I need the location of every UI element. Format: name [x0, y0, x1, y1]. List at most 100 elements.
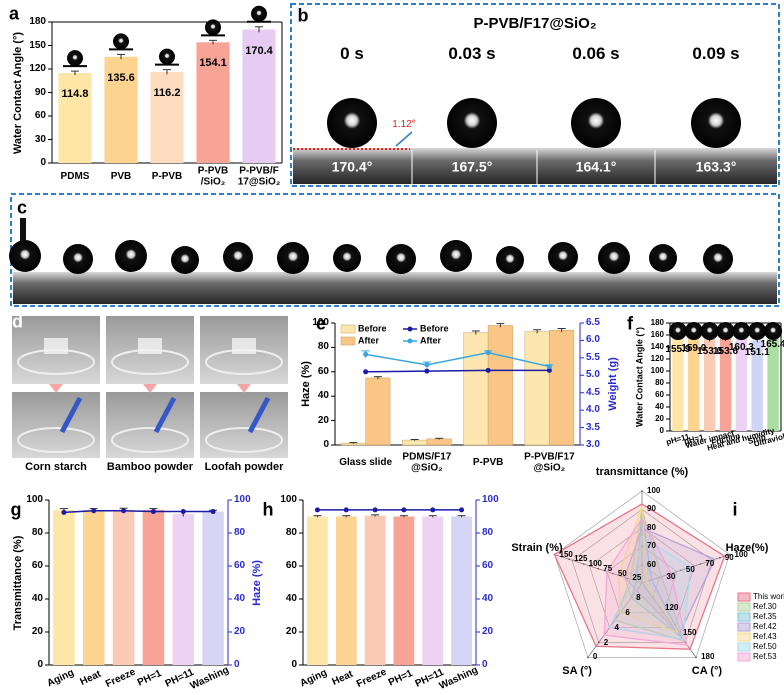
droplet-icon [668, 322, 687, 340]
droplet [496, 246, 524, 274]
legend-swatch [737, 632, 751, 642]
bar [703, 339, 716, 431]
point [363, 351, 369, 357]
radar-area [603, 517, 688, 646]
bar [202, 511, 224, 665]
dish [205, 427, 283, 453]
bar [402, 439, 428, 446]
pipette [59, 396, 83, 434]
bar [172, 514, 194, 665]
bar [53, 509, 75, 665]
droplet [691, 98, 741, 148]
tick [587, 656, 589, 659]
droplet-icon [251, 5, 267, 22]
tick [728, 553, 731, 556]
tick [568, 558, 570, 561]
bar [549, 330, 575, 446]
point [424, 362, 430, 368]
bar [487, 325, 513, 446]
radar-grid [606, 545, 678, 614]
bar [58, 73, 92, 163]
bar [83, 509, 105, 665]
bar [688, 335, 700, 431]
bar [524, 331, 550, 446]
pipette [153, 396, 177, 434]
legend-swatch [407, 338, 413, 344]
bar [335, 516, 357, 665]
bar [767, 331, 779, 431]
point [61, 509, 67, 515]
bar [735, 334, 748, 431]
tick [612, 572, 614, 575]
point [91, 508, 97, 514]
bar [426, 438, 452, 446]
droplet-icon [732, 322, 751, 340]
legend-swatch [737, 642, 751, 652]
bar [196, 42, 230, 164]
legend-swatch [737, 622, 751, 632]
pipette [247, 396, 271, 434]
radar-area [623, 526, 716, 636]
legend-swatch [737, 602, 751, 612]
dish [111, 427, 189, 453]
point [343, 507, 349, 513]
legend-swatch [340, 336, 356, 346]
sample [44, 338, 68, 354]
bar [104, 56, 138, 163]
legend-swatch [737, 612, 751, 622]
legend-swatch [407, 326, 413, 332]
point [485, 350, 491, 356]
droplet [9, 240, 41, 272]
legend-swatch [737, 592, 751, 602]
droplet [571, 98, 621, 148]
arrow [49, 384, 63, 393]
droplet-icon [159, 48, 175, 65]
droplet-icon [684, 322, 703, 340]
droplet [386, 244, 416, 274]
tick [718, 556, 721, 559]
arrow [143, 384, 157, 393]
tick [597, 641, 600, 644]
bar [307, 516, 328, 665]
droplet [598, 242, 630, 274]
radar-area [608, 535, 692, 640]
line [365, 369, 550, 373]
legend-swatch [737, 652, 751, 662]
droplet [447, 98, 497, 148]
radar-area [553, 503, 726, 650]
tick [699, 563, 702, 565]
point [314, 507, 320, 513]
bar [422, 516, 444, 665]
bar [719, 338, 732, 431]
tick [680, 569, 682, 572]
bar [463, 332, 489, 446]
bar [112, 509, 135, 665]
point [459, 507, 465, 513]
tick [641, 545, 643, 547]
bar [150, 71, 184, 163]
point [485, 367, 491, 373]
legend-swatch [340, 324, 356, 334]
substrate [293, 148, 777, 184]
tick [597, 567, 600, 570]
point [372, 507, 378, 513]
dish [17, 427, 95, 453]
bar [142, 509, 165, 665]
photo-grid [12, 316, 288, 458]
radar-grid [624, 564, 660, 599]
point [424, 368, 430, 374]
point [180, 509, 186, 515]
point [150, 509, 156, 515]
point [430, 507, 436, 513]
droplet [333, 244, 361, 272]
droplet [171, 246, 199, 274]
droplet [63, 244, 93, 274]
droplet-icon [113, 33, 129, 50]
radar-area [618, 505, 680, 634]
tick [659, 607, 661, 609]
bar [364, 515, 386, 665]
tick [641, 563, 643, 566]
arrow [395, 131, 413, 147]
